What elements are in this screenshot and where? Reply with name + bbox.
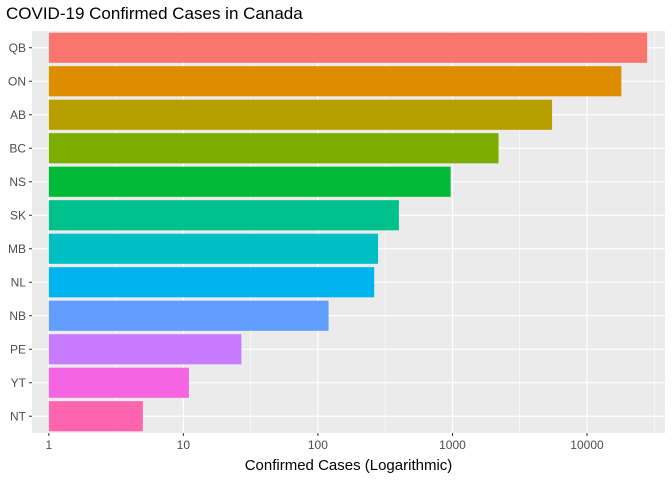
x-axis: 1 10 100 1000 10000 (45, 433, 604, 452)
x-axis-title: Confirmed Cases (Logarithmic) (245, 457, 453, 474)
bar-sk (48, 200, 399, 231)
bar-pe (48, 334, 242, 365)
y-tick-label: QB (9, 41, 26, 55)
y-tick-label: NL (11, 275, 27, 289)
bar-yt (48, 367, 189, 398)
plot-panel (32, 31, 665, 433)
y-tick-label: YT (11, 376, 27, 390)
y-tick-label: NS (9, 175, 26, 189)
chart-title: COVID-19 Confirmed Cases in Canada (6, 4, 303, 23)
y-tick-label: MB (8, 242, 26, 256)
y-tick-label: BC (9, 141, 26, 155)
y-tick-label: PE (10, 342, 26, 356)
bar-bc (48, 133, 499, 164)
bars (48, 32, 648, 432)
y-tick-label: AB (10, 108, 26, 122)
bar-nb (48, 300, 329, 331)
y-tick-label: ON (8, 74, 26, 88)
x-tick-label: 1000 (439, 438, 466, 452)
x-tick-label: 100 (308, 438, 328, 452)
y-tick-label: SK (10, 208, 26, 222)
bar-mb (48, 233, 379, 264)
bar-on (48, 66, 622, 97)
bar-nl (48, 267, 375, 298)
bar-ab (48, 99, 553, 130)
bar-nt (48, 401, 143, 432)
x-tick-label: 1 (45, 438, 52, 452)
y-axis: QB ON AB BC NS SK MB NL NB PE YT NT (8, 41, 32, 423)
y-tick-label: NT (10, 409, 27, 423)
x-tick-label: 10000 (570, 438, 604, 452)
bar-ns (48, 166, 451, 197)
y-tick-label: NB (9, 309, 26, 323)
x-tick-label: 10 (177, 438, 191, 452)
bar-qb (48, 32, 648, 63)
